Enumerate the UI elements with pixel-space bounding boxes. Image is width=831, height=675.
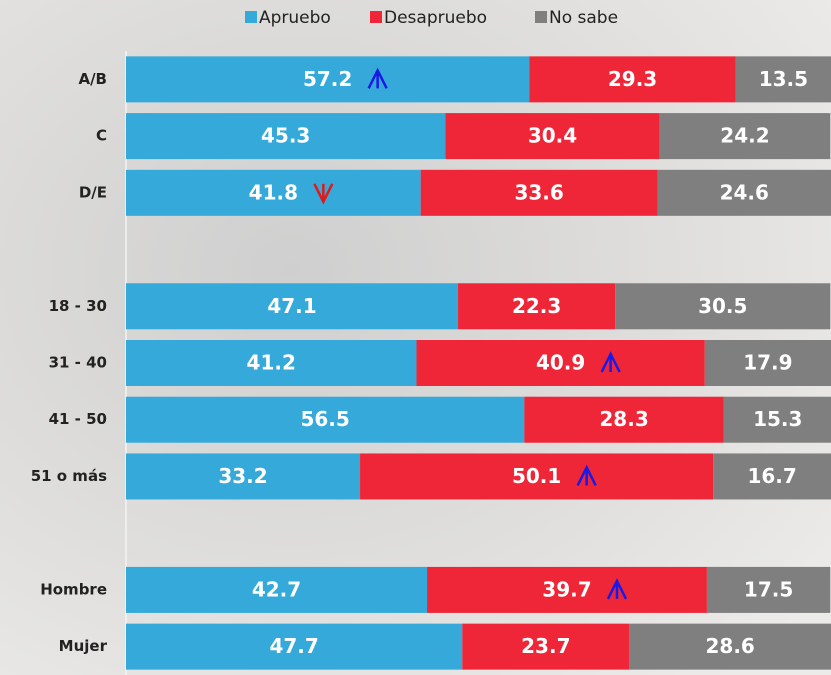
category-label: C <box>96 127 107 145</box>
legend-label: Desapruebo <box>384 8 487 28</box>
value-label: 17.9 <box>743 351 792 375</box>
bar-segment <box>126 396 525 443</box>
bar-segment <box>126 340 417 386</box>
bar-segment <box>360 453 714 500</box>
bar-segment <box>126 623 463 670</box>
bar-segment <box>126 113 446 160</box>
significance-arrow <box>606 578 628 600</box>
value-label: 50.1 <box>512 464 561 488</box>
significance-arrow <box>600 351 621 373</box>
bar-segment <box>126 169 421 216</box>
value-label: 24.2 <box>720 124 769 148</box>
category-label: A/B <box>78 70 107 88</box>
value-label: 28.3 <box>599 407 648 431</box>
value-label: 13.5 <box>759 67 808 91</box>
category-label: 18 - 30 <box>49 297 107 315</box>
bar-segment <box>420 169 658 216</box>
value-label: 45.3 <box>261 124 310 148</box>
bar-segment <box>629 623 831 670</box>
value-label: 33.6 <box>514 180 563 204</box>
significance-arrow <box>313 183 334 205</box>
value-label: 56.5 <box>300 407 349 431</box>
legend-label: No sabe <box>549 8 618 28</box>
value-label: 16.7 <box>747 464 796 488</box>
bar-segment <box>524 396 724 443</box>
significance-arrow <box>576 464 597 487</box>
bar-segment <box>735 56 831 103</box>
category-label: Mujer <box>59 637 108 655</box>
significance-arrow <box>367 67 388 89</box>
value-label: 17.5 <box>744 577 793 601</box>
legend-swatch <box>245 11 257 23</box>
bar-segment <box>713 453 831 500</box>
value-label: 41.2 <box>247 351 296 375</box>
value-label: 47.1 <box>267 294 316 318</box>
bar-segment <box>126 453 361 500</box>
value-label: 33.2 <box>218 464 267 488</box>
bar-segment <box>462 623 630 670</box>
value-label: 41.8 <box>249 180 298 204</box>
value-label: 42.7 <box>252 577 301 601</box>
bar-segment <box>126 566 428 613</box>
value-label: 29.3 <box>608 67 657 91</box>
value-label: 39.7 <box>542 577 591 601</box>
bar-segment <box>659 113 831 160</box>
legend-swatch <box>370 11 382 23</box>
bar-segment <box>529 56 736 103</box>
bar-segment <box>126 56 530 103</box>
category-label: Hombre <box>40 580 107 598</box>
value-label: 30.4 <box>528 124 577 148</box>
value-label: 57.2 <box>303 67 352 91</box>
value-label: 22.3 <box>512 294 561 318</box>
value-label: 40.9 <box>536 351 585 375</box>
bar-segment <box>445 113 660 160</box>
bar-segment <box>427 566 707 613</box>
bar-segment <box>458 283 616 330</box>
bar-segment <box>615 283 831 330</box>
value-label: 24.6 <box>720 180 769 204</box>
bar-segment <box>704 340 831 386</box>
legend-label: Apruebo <box>259 8 331 28</box>
category-label: D/E <box>79 183 107 201</box>
bar-segment <box>416 340 705 386</box>
value-label: 47.7 <box>269 634 318 658</box>
value-label: 23.7 <box>521 634 570 658</box>
value-label: 15.3 <box>753 407 802 431</box>
legend-swatch <box>535 11 547 23</box>
category-label: 41 - 50 <box>49 410 107 428</box>
category-label: 31 - 40 <box>49 354 107 372</box>
bar-segment <box>723 396 831 443</box>
value-label: 30.5 <box>698 294 747 318</box>
value-label: 28.6 <box>706 634 755 658</box>
bar-segment <box>706 566 831 613</box>
category-label: 51 o más <box>31 467 107 485</box>
bar-segment <box>657 169 831 216</box>
bar-segment <box>126 283 459 330</box>
